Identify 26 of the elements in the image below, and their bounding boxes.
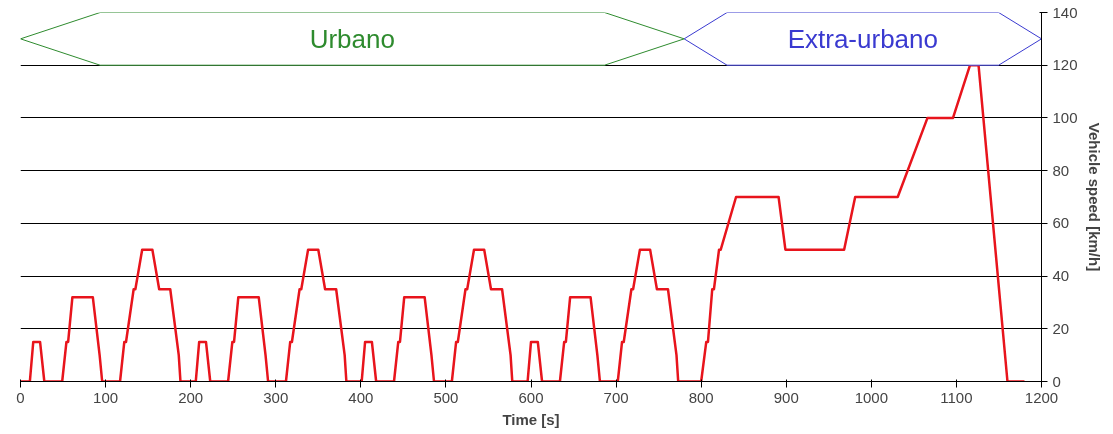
x-tick-label: 400 [348, 388, 374, 406]
x-tick-label: 200 [178, 388, 204, 406]
line-series [20, 63, 1026, 382]
y-tick-label: 100 [1052, 108, 1078, 126]
x-tick-label: 1100 [940, 388, 973, 406]
y-tick-label: 140 [1052, 3, 1078, 21]
x-axis-title: Time [s] [502, 410, 560, 428]
y-tick-label: 120 [1052, 56, 1078, 74]
y-tick-label: 80 [1052, 161, 1070, 179]
x-tick-label: 1200 [1024, 388, 1059, 406]
band-label: Urbano [309, 23, 395, 54]
x-tick-label: 500 [433, 388, 459, 406]
x-tick-label: 300 [263, 388, 289, 406]
y-tick-label: 0 [1052, 372, 1061, 390]
y-axis-title: Vehicle speed [km/h] [1085, 122, 1103, 272]
x-tick-label: 800 [688, 388, 714, 406]
x-tick-label: 600 [518, 388, 544, 406]
x-tick-label: 900 [773, 388, 799, 406]
x-tick-label: 100 [93, 388, 119, 406]
y-tick-label: 40 [1052, 267, 1070, 285]
x-tick-label: 1000 [854, 388, 889, 406]
y-tick-label: 20 [1052, 319, 1070, 337]
x-tick-label: 0 [16, 388, 25, 406]
y-tick-label: 60 [1052, 214, 1070, 232]
x-tick-label: 700 [603, 388, 629, 406]
band-label: Extra-urbano [787, 23, 938, 54]
